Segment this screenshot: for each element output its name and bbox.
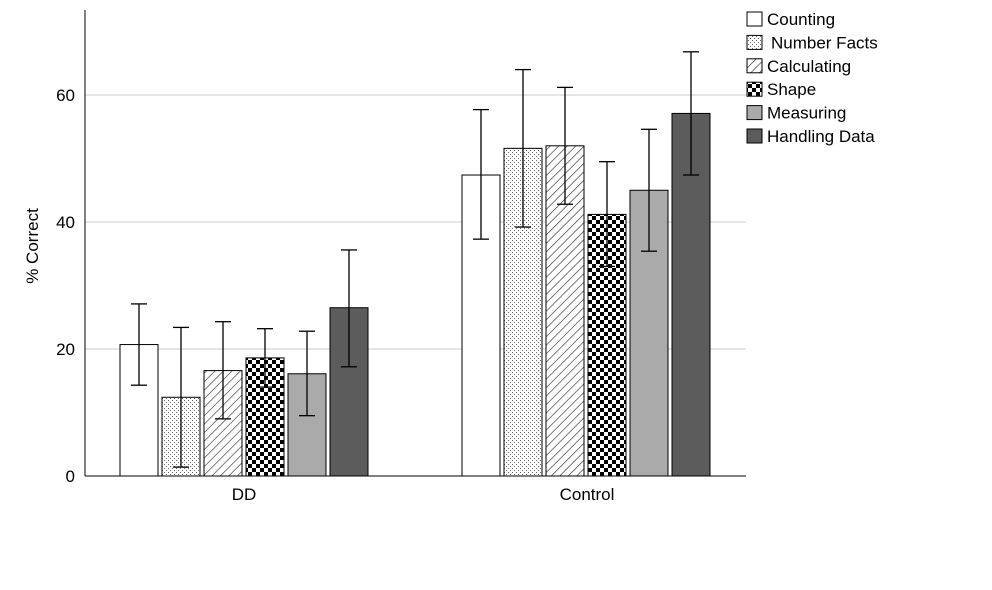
legend-label: Calculating [767,57,851,76]
legend-swatch [746,34,763,50]
y-tick-label: 40 [56,213,75,232]
legend-label: Counting [767,10,835,29]
y-tick-label: 0 [66,467,75,486]
legend-label: Measuring [767,104,846,123]
error-bars [131,51,699,468]
y-tick-label: 60 [56,86,75,105]
y-axis-title: % Correct [23,208,42,284]
x-category-label: DD [232,485,257,504]
legend-swatch [746,81,763,97]
legend-label: Number Facts [771,33,878,52]
legend-label: Shape [767,80,816,99]
y-tick-label: 20 [56,340,75,359]
x-category-labels: DD Control [232,485,615,504]
bars [119,112,711,477]
legend: Counting Number Facts Calculating Shape Meas… [746,10,878,146]
y-tick-labels: 0 20 40 60 [56,86,75,486]
legend-swatch [746,105,763,121]
legend-swatch [746,11,763,27]
legend-label: Handling Data [767,127,875,146]
legend-swatch [746,58,763,74]
x-category-label: Control [560,485,615,504]
legend-swatch [746,128,763,144]
